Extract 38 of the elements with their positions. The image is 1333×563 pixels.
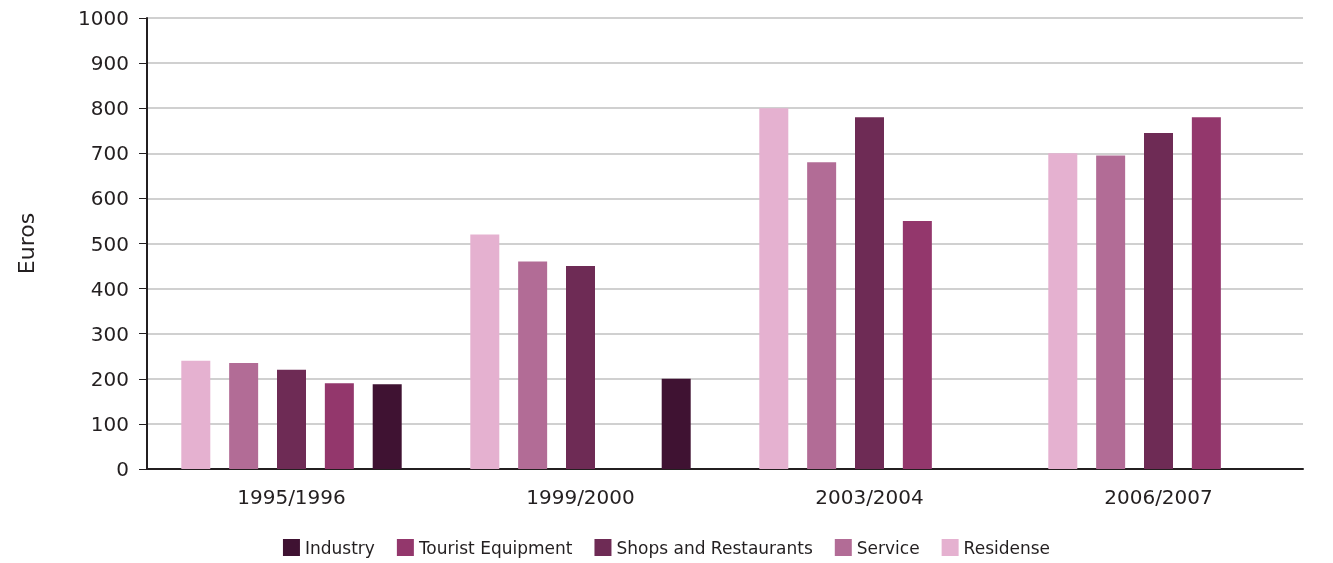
bar xyxy=(902,220,932,469)
y-tick-label: 300 xyxy=(90,321,129,346)
x-tick-label: 1999/2000 xyxy=(526,485,635,509)
bar xyxy=(277,369,306,469)
y-tick-label: 400 xyxy=(90,276,129,301)
legend-label: Tourist Equipment xyxy=(417,537,573,558)
x-tick-label: 2003/2004 xyxy=(815,485,924,509)
bar xyxy=(1144,133,1173,469)
bar xyxy=(1096,155,1126,469)
bar xyxy=(518,261,548,469)
y-tick-label: 100 xyxy=(90,411,129,436)
y-tick-label: 1000 xyxy=(78,6,129,30)
bar xyxy=(855,117,884,469)
x-tick-label: 1995/1996 xyxy=(237,485,346,509)
y-tick-label: 500 xyxy=(90,231,129,256)
y-tick-label: 900 xyxy=(90,51,129,76)
bar xyxy=(807,162,837,469)
bar xyxy=(566,266,595,469)
y-tick-label: 600 xyxy=(90,186,129,211)
legend-label: Shops and Restaurants xyxy=(616,537,813,558)
y-axis-title: Euros xyxy=(13,212,39,275)
x-tick-label: 2006/2007 xyxy=(1104,485,1213,509)
bar xyxy=(470,234,500,469)
bar xyxy=(759,108,789,469)
bar xyxy=(229,363,259,469)
bar xyxy=(1191,117,1221,469)
y-tick-label: 700 xyxy=(90,141,129,166)
bar xyxy=(372,384,402,469)
bar xyxy=(661,378,691,469)
y-tick-label: 0 xyxy=(116,457,129,481)
bar xyxy=(324,383,354,469)
y-tick-label: 800 xyxy=(90,96,129,121)
legend-label: Service xyxy=(856,537,920,558)
bar xyxy=(1048,153,1078,469)
legend-label: Residense xyxy=(963,537,1051,558)
bar xyxy=(181,360,211,469)
legend-label: Industry xyxy=(304,537,375,558)
y-tick-label: 200 xyxy=(90,366,129,391)
